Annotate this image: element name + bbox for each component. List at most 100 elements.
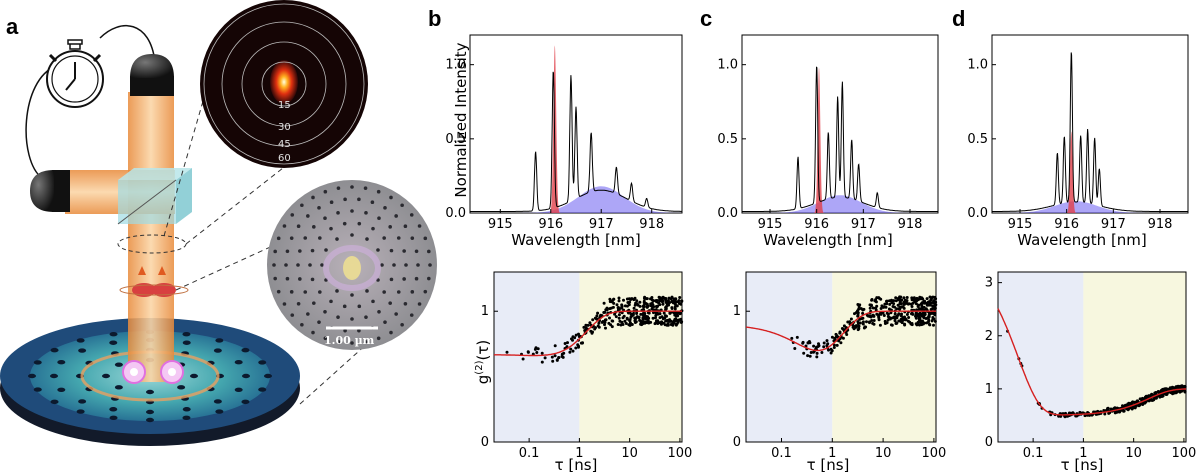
g2-data-point (574, 346, 578, 350)
g2-data-point (900, 321, 904, 325)
spectrum-x-tick-label: 916 (1054, 217, 1079, 232)
g2-data-point (543, 356, 547, 360)
g2-data-point (808, 341, 812, 345)
g2-data-point (665, 302, 669, 306)
g2-data-point (842, 324, 846, 328)
g2-data-point (628, 319, 632, 323)
g2-data-point (616, 323, 620, 326)
disc-hole (146, 409, 154, 415)
spectrum-y-tick-label: 0.0 (445, 206, 466, 221)
side-detector-icon (30, 170, 70, 212)
g2-ylabel-text: g(2)(τ) (474, 340, 492, 384)
g2-data-point (915, 296, 919, 300)
sem-hole (357, 221, 362, 226)
ring-label-60: 60 (278, 153, 291, 164)
g2-data-point (634, 316, 638, 320)
g2-data-point (900, 312, 903, 316)
sem-hole (365, 237, 369, 241)
disc-hole (50, 347, 59, 353)
g2-data-point (617, 299, 621, 303)
g2-data-point (664, 307, 668, 311)
sem-hole (370, 200, 375, 205)
spectrum-y-tick-label: 1.0 (967, 58, 988, 73)
g2-data-point (576, 343, 580, 347)
g2-data-point (868, 320, 871, 324)
sem-hole (290, 213, 295, 217)
g2-y-tick-label: 1 (733, 304, 741, 319)
g2-data-point (669, 297, 673, 301)
g2-data-point (658, 303, 662, 307)
g2-data-point (890, 323, 894, 327)
g2-data-point (913, 299, 916, 303)
sem-hole (404, 263, 408, 267)
g2-data-point (885, 311, 889, 315)
g2-data-point (638, 300, 642, 304)
g2-data-point (586, 323, 590, 327)
spectrum-x-tick-label: 917 (1101, 217, 1126, 232)
g2-data-point (633, 296, 637, 300)
g2-data-point (838, 330, 842, 334)
disc-hole (213, 399, 222, 404)
g2-data-point (535, 351, 539, 354)
g2-data-point (897, 312, 901, 316)
disc-hole (102, 373, 110, 379)
sem-hole (350, 317, 354, 321)
sem-hole (410, 236, 415, 240)
g2-x-tick-label: 100 (921, 446, 946, 461)
g2-x-tick-label: 0.1 (771, 446, 792, 461)
sem-hole (364, 315, 368, 319)
g2-x-tick-label: 1 (1079, 446, 1087, 461)
sem-hole (365, 289, 369, 293)
g2-data-point (1083, 414, 1087, 418)
g2-data-point (534, 346, 538, 350)
spectrum-line (742, 66, 938, 212)
g2-x-tick-label: 10 (1125, 446, 1142, 461)
g2-data-point (571, 338, 574, 342)
g2-data-point (1147, 394, 1151, 398)
g2-y-tick-label: 0 (733, 435, 741, 450)
g2-data-point (881, 311, 885, 315)
g2-data-point (553, 354, 557, 358)
g2-data-point (505, 350, 509, 354)
sem-hole (388, 301, 392, 305)
g2-data-point (603, 310, 607, 314)
sem-hole (376, 189, 381, 194)
g2-data-point (920, 314, 924, 318)
sem-hole (306, 214, 310, 218)
sem-hole (323, 336, 328, 341)
panel-label-a: a (6, 14, 19, 39)
g2-data-point (1134, 404, 1138, 408)
g2-data-point (882, 305, 886, 309)
vertical-beam (128, 92, 174, 382)
g2-data-point (580, 341, 584, 345)
g2-data-point (897, 307, 901, 311)
g2-data-point (849, 317, 853, 321)
g2-data-point (879, 307, 883, 310)
g2-frame (745, 271, 937, 443)
disc-hole (234, 360, 243, 365)
sem-hole (323, 309, 327, 314)
disc-hole (114, 362, 123, 367)
disc-hole (264, 373, 272, 379)
g2-data-point (916, 322, 920, 326)
spectrum-frame (469, 34, 683, 214)
sem-hole (298, 277, 302, 281)
g2-data-point (680, 299, 684, 303)
g2-data-point (646, 315, 650, 319)
g2-data-point (830, 335, 834, 339)
g2-data-point (1154, 391, 1157, 395)
g2-data-point (820, 351, 824, 354)
disc-hole (33, 387, 42, 392)
g2-data-point (654, 311, 658, 315)
g2-data-point (641, 312, 645, 315)
g2-data-point (595, 314, 599, 318)
g2-data-point (861, 316, 865, 320)
disc-hole (177, 385, 186, 390)
sem-hole (388, 225, 392, 229)
g2-data-point (884, 305, 888, 309)
panel-label-b: b (428, 6, 441, 31)
g2-data-point (625, 316, 629, 320)
g2-data-point (927, 320, 930, 324)
g2-y-tick-label: 2 (985, 329, 993, 344)
